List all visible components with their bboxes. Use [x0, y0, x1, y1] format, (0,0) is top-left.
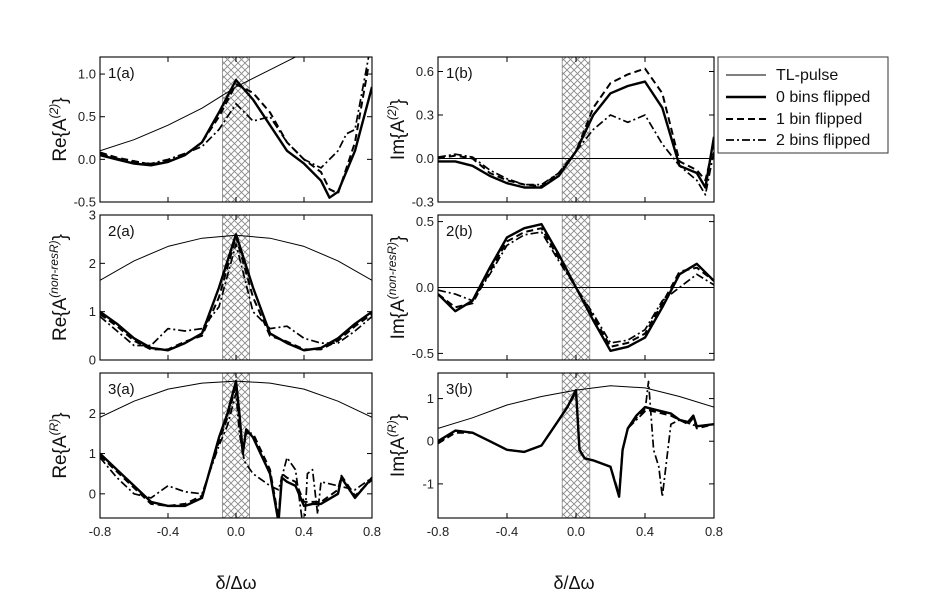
series-p2b-dashdot — [438, 231, 714, 344]
series-p1b-dash — [438, 67, 714, 188]
series-p1a-dashdot — [100, 57, 370, 169]
y-tick-label-p2a: 2 — [89, 256, 96, 271]
y-tick-label-p2b: -0.5 — [412, 346, 434, 361]
chart-panel-p2b: -0.5 0.0 0.5 2(b) Im{A(non-resR)} — [385, 214, 715, 361]
y-tick-label-p3b: -1 — [422, 476, 434, 491]
x-tick-label-p3b: 0.4 — [636, 524, 654, 539]
y-axis-label-p2b: Im{A(non-resR)} — [385, 236, 409, 340]
series-p2a-dash — [100, 235, 372, 351]
panel-label-p3b: 3(b) — [446, 381, 473, 398]
x-tick-label-p3a: 0.0 — [227, 524, 245, 539]
panel-label-p2a: 2(a) — [108, 223, 135, 240]
x-tick-label-p3a: -0.8 — [89, 524, 111, 539]
y-axis-label-p3b: Im{A(R)} — [385, 414, 409, 477]
panel-label-p3a: 3(a) — [108, 381, 135, 398]
y-axis-label-p2a: Re{A(non-resR)} — [47, 234, 71, 341]
y-tick-label-p1a: 0.5 — [78, 109, 96, 124]
x-tick-label-p3a: -0.4 — [157, 524, 179, 539]
x-tick-label-p3b: 0.8 — [705, 524, 723, 539]
y-tick-label-p2a: 0 — [89, 353, 96, 368]
series-p2a-dashdot — [100, 243, 372, 347]
panel-label-p2b: 2(b) — [446, 223, 473, 240]
series-p1a-thin — [100, 57, 297, 152]
chart-panel-p3a: -0.8 -0.4 0.0 0.4 0.8 0 1 2 3(a) Re{A(R)} — [47, 372, 381, 539]
y-axis-label-p1b: Im{A(2)} — [385, 99, 409, 160]
y-tick-label-p2a: 3 — [89, 208, 96, 223]
series-p3b-dashdot — [438, 380, 714, 498]
y-tick-label-p2b: 0.5 — [416, 214, 434, 229]
y-tick-label-p1b: -0.3 — [412, 195, 434, 210]
y-tick-label-p3a: 0 — [89, 486, 96, 501]
x-tick-label-p3b: 0.0 — [567, 524, 585, 539]
y-tick-label-p1b: 0.6 — [416, 64, 434, 79]
legend-box — [717, 56, 889, 154]
legend: TL-pulse 0 bins flipped 1 bin flipped 2 … — [717, 56, 889, 154]
x-axis-label-left: δ/Δω — [215, 573, 256, 593]
series-p2b-dash — [438, 227, 714, 348]
y-tick-label-p2b: 0.0 — [416, 280, 434, 295]
y-axis-label-p3a: Re{A(R)} — [47, 412, 71, 478]
chart-panel-p1a: -0.5 0.0 0.5 1.0 1(a) Re{A(2)} — [47, 56, 373, 210]
y-tick-label-p1b: 0.0 — [416, 151, 434, 166]
y-tick-label-p3b: 0 — [427, 434, 434, 449]
y-tick-label-p1a: -0.5 — [74, 195, 96, 210]
y-tick-label-p2a: 1 — [89, 304, 96, 319]
chart-panel-p2a: 0 1 2 3 2(a) Re{A(non-resR)} — [47, 208, 373, 368]
legend-label-tl-pulse: TL-pulse — [776, 67, 838, 84]
series-p1b-dashdot — [438, 114, 714, 196]
panel-label-p1a: 1(a) — [108, 65, 135, 82]
panel-label-p1b: 1(b) — [446, 65, 473, 82]
y-tick-label-p3b: 1 — [427, 391, 434, 406]
legend-label-2-bins: 2 bins flipped — [776, 132, 870, 149]
series-p1b-solid — [438, 80, 714, 189]
x-tick-label-p3b: -0.8 — [427, 524, 449, 539]
y-tick-label-p1b: 0.3 — [416, 108, 434, 123]
series-p3a-dash — [100, 384, 372, 518]
chart-panel-p1b: -0.3 0.0 0.3 0.6 1(b) Im{A(2)} — [385, 56, 715, 210]
x-tick-label-p3a: 0.4 — [295, 524, 313, 539]
legend-label-1-bin: 1 bin flipped — [776, 111, 862, 128]
x-tick-label-p3b: -0.4 — [496, 524, 518, 539]
x-tick-label-p3a: 0.8 — [363, 524, 381, 539]
y-tick-label-p3a: 2 — [89, 406, 96, 421]
series-p1a-solid — [100, 78, 372, 199]
chart-panel-p3b: -0.8 -0.4 0.0 0.4 0.8 -1 0 1 3(b) Im{A(R)} — [385, 372, 723, 539]
y-tick-label-p3a: 1 — [89, 446, 96, 461]
series-p2a-solid — [100, 233, 372, 352]
x-axis-label-right: δ/Δω — [553, 573, 594, 593]
y-tick-label-p1a: 1.0 — [78, 67, 96, 82]
legend-label-0-bins: 0 bins flipped — [776, 89, 870, 106]
y-tick-label-p1a: 0.0 — [78, 152, 96, 167]
shaded-band-p1a — [221, 56, 250, 203]
y-axis-label-p1a: Re{A(2)} — [47, 97, 71, 161]
